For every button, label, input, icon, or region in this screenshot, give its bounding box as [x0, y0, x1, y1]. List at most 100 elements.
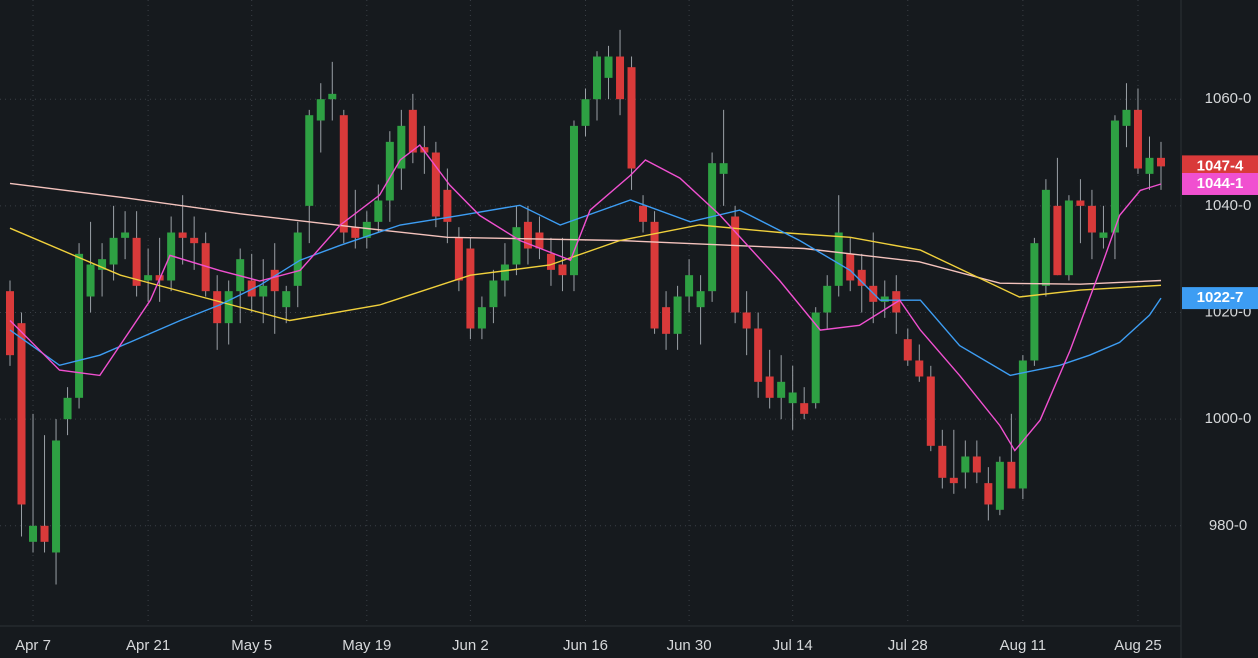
- candle-body: [52, 440, 61, 553]
- candle-body: [846, 253, 855, 281]
- candle-body: [811, 312, 820, 404]
- moving-average-line: [9, 144, 1162, 452]
- candle-body: [834, 232, 843, 286]
- candle-body: [178, 232, 187, 238]
- candle-body: [650, 221, 659, 329]
- candle-body: [1030, 243, 1039, 361]
- candle-body: [569, 125, 578, 276]
- candle-body: [420, 147, 429, 153]
- x-tick-label: May 19: [342, 637, 391, 654]
- candle-body: [903, 339, 912, 361]
- price-tag-label: 1022-7: [1197, 289, 1244, 306]
- y-tick-label: 1000-0: [1205, 410, 1252, 427]
- candle-body: [972, 456, 981, 473]
- candle-body: [167, 232, 176, 281]
- candle-body: [823, 285, 832, 313]
- candle-body: [731, 216, 740, 313]
- candle-body: [75, 253, 84, 398]
- candle-body: [1110, 120, 1119, 233]
- candle-body: [190, 237, 199, 244]
- candle-body: [961, 456, 970, 473]
- candle-body: [662, 307, 671, 334]
- price-tag: [1182, 172, 1258, 195]
- candle-body: [109, 237, 118, 265]
- candle-body: [949, 477, 958, 484]
- candle-body: [1122, 109, 1131, 126]
- price-tag: [1182, 155, 1258, 178]
- candle-body: [29, 525, 38, 542]
- price-tag: [1182, 287, 1258, 310]
- candle-body: [489, 280, 498, 308]
- candle-body: [259, 285, 268, 297]
- candle-body: [616, 56, 625, 100]
- candle-body: [742, 312, 751, 329]
- x-tick-label: May 5: [231, 637, 272, 654]
- candle-body: [362, 221, 371, 238]
- candle-body: [1053, 205, 1062, 276]
- candle-body: [1007, 461, 1016, 489]
- price-tag-label: 1044-1: [1197, 175, 1244, 192]
- candle-body: [86, 264, 95, 297]
- candle-body: [351, 227, 360, 238]
- candle-body: [374, 200, 383, 222]
- candle-body: [857, 269, 866, 286]
- candle-body: [1157, 157, 1165, 167]
- candle-body: [408, 109, 417, 153]
- candle-body: [477, 307, 486, 329]
- candle-body: [880, 296, 889, 302]
- candle-body: [454, 237, 463, 281]
- x-tick-label: Aug 11: [1000, 637, 1046, 654]
- candle-body: [213, 291, 222, 324]
- candle-body: [754, 328, 763, 382]
- candle-body: [1041, 189, 1050, 286]
- candle-body: [328, 93, 337, 100]
- x-tick-label: Jun 16: [563, 637, 608, 654]
- candle-body: [1018, 360, 1027, 489]
- candle-body: [926, 376, 935, 446]
- x-tick-label: Jul 28: [888, 637, 928, 654]
- y-tick-label: 1060-0: [1205, 90, 1252, 107]
- candle-body: [98, 259, 107, 270]
- candle-body: [673, 296, 682, 334]
- candle-body: [685, 275, 694, 297]
- candle-body: [708, 163, 717, 292]
- candle-body: [938, 445, 947, 478]
- candle-body: [282, 291, 291, 308]
- candle-body: [696, 291, 705, 308]
- candle-body: [604, 56, 613, 78]
- candle-body: [1064, 200, 1073, 276]
- x-tick-label: Aug 25: [1114, 637, 1162, 654]
- candle-body: [431, 152, 440, 217]
- candle-body: [558, 264, 567, 276]
- x-tick-label: Apr 7: [15, 637, 51, 654]
- candle-body: [1087, 205, 1096, 233]
- x-tick-label: Jun 30: [667, 637, 712, 654]
- candle-body: [627, 67, 636, 169]
- candle-body: [293, 232, 302, 286]
- candle-body: [523, 221, 532, 249]
- candle-body: [546, 253, 555, 270]
- candle-body: [639, 205, 648, 222]
- candle-body: [224, 291, 233, 324]
- candle-body: [593, 56, 602, 100]
- moving-average-line: [9, 224, 1162, 322]
- candle-body: [765, 376, 774, 398]
- candle-body: [121, 232, 130, 238]
- candle-body: [719, 163, 728, 174]
- y-tick-label: 1040-0: [1205, 197, 1252, 214]
- candle-body: [1133, 109, 1142, 169]
- candle-body: [17, 323, 26, 505]
- candle-body: [316, 99, 325, 121]
- candle-body: [500, 264, 509, 281]
- candle-body: [339, 115, 348, 233]
- y-tick-label: 980-0: [1209, 517, 1247, 534]
- candle-body: [800, 403, 809, 414]
- candle-body: [6, 291, 14, 356]
- candle-body: [581, 99, 590, 126]
- candle-body: [777, 381, 786, 398]
- candle-body: [915, 360, 924, 377]
- candle-body: [443, 189, 452, 222]
- candle-body: [385, 141, 394, 201]
